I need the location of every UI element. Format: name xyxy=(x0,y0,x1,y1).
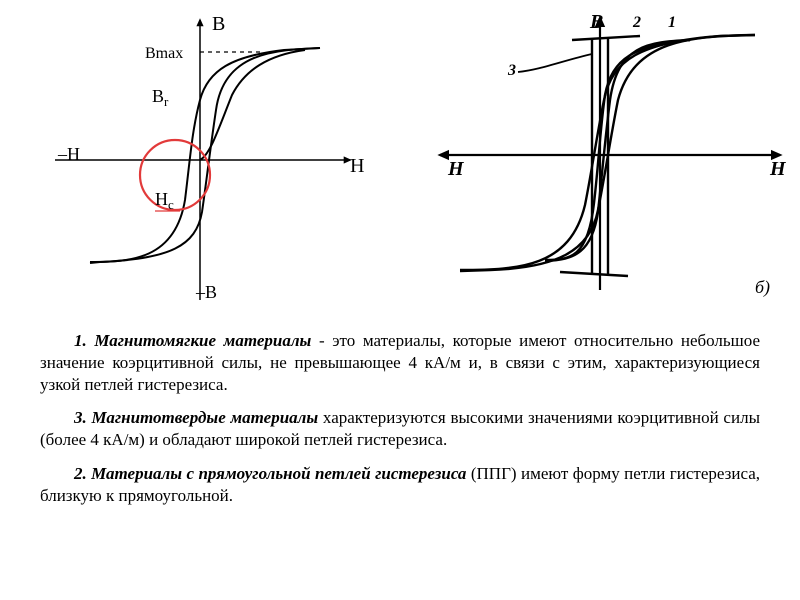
label-curve-3: 3 xyxy=(507,62,516,79)
left-hysteresis: B –B H –H Bmax Br Hc xyxy=(55,13,364,302)
label-H-left: H xyxy=(447,158,465,180)
label-minus-B: –B xyxy=(195,282,217,302)
paragraph-3: 2. Материалы с прямоугольной петлей гист… xyxy=(40,463,760,507)
curve2-down xyxy=(545,40,690,261)
subfigure-label: б) xyxy=(755,277,770,298)
text-block: 1. Магнитомягкие материалы - это материа… xyxy=(40,330,760,518)
label-B: B xyxy=(212,13,225,35)
diagrams-row: B –B H –H Bmax Br Hc xyxy=(0,0,800,310)
curve3-top xyxy=(572,36,640,40)
initial-magnetization-curve xyxy=(200,50,305,160)
hysteresis-diagrams-svg: B –B H –H Bmax Br Hc xyxy=(0,0,800,310)
label-H: H xyxy=(350,155,364,177)
para1-lead: 1. Магнитомягкие материалы xyxy=(74,331,311,350)
label-Bmax: Bmax xyxy=(145,45,183,62)
para3-lead: 2. Материалы с прямоугольной петлей гист… xyxy=(74,464,466,483)
label-minus-H: –H xyxy=(57,144,80,164)
label-Br: Br xyxy=(152,86,169,109)
label-Hc: Hc xyxy=(155,189,174,212)
paragraph-2: 3. Магнитотвердые материалы характеризую… xyxy=(40,407,760,451)
curve3-bottom xyxy=(560,272,628,276)
right-hysteresis: B H H 1 2 3 б) xyxy=(440,11,787,298)
label-curve-2: 2 xyxy=(632,14,641,31)
para2-lead: 3. Магнитотвердые материалы xyxy=(74,408,318,427)
label-B: B xyxy=(589,11,603,33)
paragraph-1: 1. Магнитомягкие материалы - это материа… xyxy=(40,330,760,395)
label-curve-1: 1 xyxy=(668,14,676,31)
label-H-right: H xyxy=(769,158,787,180)
curve3-lead xyxy=(518,54,592,72)
